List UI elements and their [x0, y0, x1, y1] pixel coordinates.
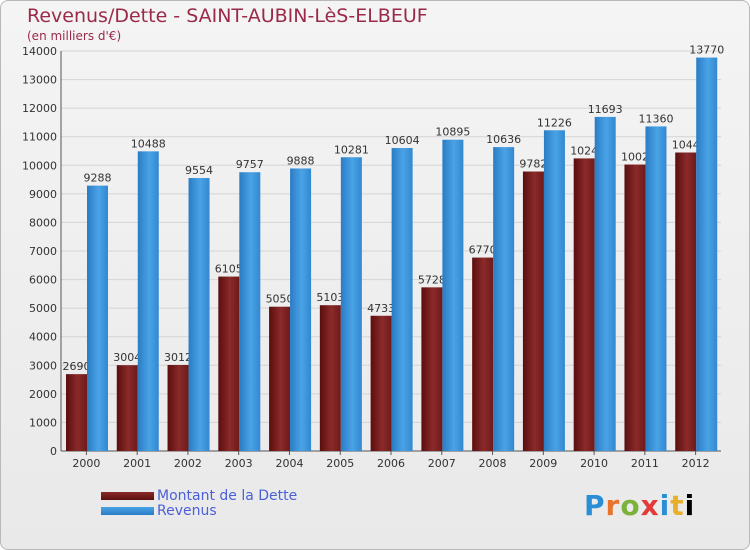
x-tick-label: 2003	[225, 457, 253, 470]
x-tick-label: 2009	[529, 457, 557, 470]
data-label-revenue: 9888	[287, 154, 315, 167]
y-tick-label: 0	[50, 445, 57, 458]
chart-title: Revenus/Dette - SAINT-AUBIN-LèS-ELBEUF	[27, 5, 428, 27]
bar-debt	[269, 306, 291, 451]
x-tick-label: 2001	[123, 457, 151, 470]
y-tick-label: 13000	[22, 74, 57, 87]
x-tick-label: 2006	[377, 457, 405, 470]
proxiti-logo: Proxiti	[584, 489, 696, 522]
bar-revenue	[290, 168, 312, 451]
data-label-debt: 6105	[215, 263, 243, 276]
bar-revenue	[188, 178, 210, 451]
y-tick-label: 10000	[22, 159, 57, 172]
x-tick-label: 2004	[275, 457, 303, 470]
y-tick-label: 2000	[29, 388, 57, 401]
data-label-revenue: 11226	[537, 116, 572, 129]
data-label-debt: 1002	[621, 151, 649, 164]
y-tick-label: 5000	[29, 302, 57, 315]
data-label-debt: 2690	[63, 360, 91, 373]
data-label-debt: 5728	[418, 273, 446, 286]
y-tick-label: 9000	[29, 188, 57, 201]
data-label-revenue: 10895	[435, 126, 470, 139]
bar-debt	[218, 276, 240, 451]
data-label-debt: 1044	[672, 139, 700, 152]
data-label-revenue: 10281	[334, 143, 369, 156]
y-tick-label: 4000	[29, 331, 57, 344]
x-tick-label: 2007	[428, 457, 456, 470]
data-label-revenue: 9757	[236, 158, 264, 171]
data-label-revenue: 9288	[84, 172, 112, 185]
y-tick-label: 7000	[29, 245, 57, 258]
data-label-debt: 1024	[570, 144, 598, 157]
y-tick-label: 14000	[22, 45, 57, 58]
legend-label-debt: Montant de la Dette	[157, 487, 298, 504]
data-label-debt: 5103	[316, 291, 344, 304]
data-label-debt: 3004	[113, 351, 141, 364]
y-tick-label: 8000	[29, 216, 57, 229]
bar-revenue	[87, 185, 108, 451]
x-tick-label: 2008	[479, 457, 507, 470]
legend-label-revenue: Revenus	[157, 502, 217, 519]
data-label-revenue: 11693	[588, 103, 623, 116]
legend-item-debt: Montant de la Dette	[101, 488, 297, 503]
data-label-debt: 9782	[519, 158, 547, 171]
data-label-revenue: 11360	[638, 112, 673, 125]
chart-subtitle: (en milliers d'€)	[27, 29, 122, 43]
bar-revenue	[493, 147, 515, 451]
x-tick-label: 2011	[631, 457, 659, 470]
bar-debt	[116, 365, 138, 451]
legend-item-revenue: Revenus	[101, 503, 297, 518]
y-tick-label: 12000	[22, 102, 57, 115]
bar-debt	[472, 257, 494, 451]
data-label-debt: 4733	[367, 302, 395, 315]
bar-revenue	[239, 172, 261, 451]
bar-revenue	[594, 116, 616, 452]
bar-debt	[624, 164, 646, 452]
data-label-debt: 6770	[469, 244, 497, 257]
bar-revenue	[442, 139, 464, 451]
bar-revenue	[391, 148, 413, 451]
data-label-debt: 5050	[266, 293, 294, 306]
legend-swatch-debt	[101, 491, 154, 500]
data-label-debt: 3012	[164, 351, 192, 364]
data-label-revenue: 10604	[385, 134, 420, 147]
x-tick-label: 2010	[580, 457, 608, 470]
bar-debt	[167, 364, 189, 451]
bar-revenue	[645, 126, 667, 451]
bar-debt	[319, 305, 341, 451]
x-tick-label: 2005	[326, 457, 354, 470]
data-label-revenue: 9554	[185, 164, 213, 177]
bar-debt	[522, 171, 544, 451]
bar-debt	[370, 315, 392, 451]
y-tick-label: 6000	[29, 274, 57, 287]
bar-debt	[66, 374, 87, 451]
bar-debt	[675, 152, 697, 451]
x-tick-label: 2002	[174, 457, 202, 470]
bar-debt	[421, 287, 443, 451]
data-label-revenue: 10488	[131, 137, 166, 150]
y-tick-label: 11000	[22, 131, 57, 144]
bar-debt	[573, 158, 595, 451]
bar-revenue	[543, 130, 565, 451]
bar-revenue	[340, 157, 362, 451]
data-label-revenue: 13770	[689, 44, 724, 57]
legend-swatch-revenue	[101, 506, 154, 515]
y-tick-label: 3000	[29, 359, 57, 372]
x-tick-label: 2012	[682, 457, 710, 470]
legend: Montant de la Dette Revenus	[101, 488, 297, 518]
y-tick-label: 1000	[29, 416, 57, 429]
bar-revenue	[137, 151, 159, 452]
bar-revenue	[696, 57, 718, 451]
x-tick-label: 2000	[72, 457, 100, 470]
data-label-revenue: 10636	[486, 133, 521, 146]
